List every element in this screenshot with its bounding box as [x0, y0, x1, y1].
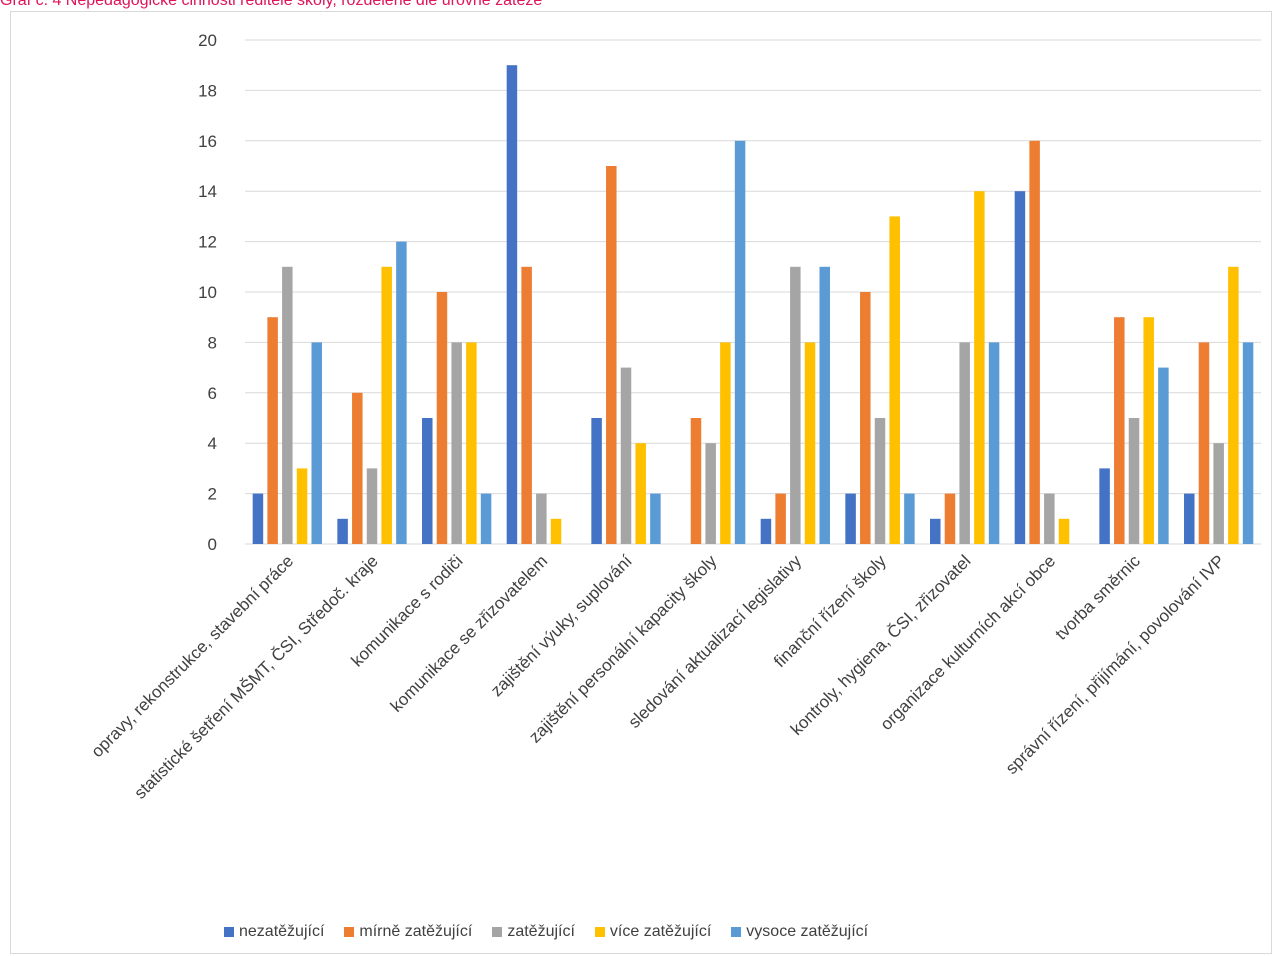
bar: [536, 493, 547, 544]
x-category-label: organizace kulturních akcí obce: [877, 551, 1059, 733]
legend-item: mírně zatěžující: [344, 923, 472, 941]
legend-swatch: [731, 927, 742, 937]
y-tick-label: 14: [198, 182, 217, 201]
bar: [1198, 342, 1210, 544]
bar: [959, 342, 970, 544]
bar: [775, 493, 786, 544]
bar: [396, 241, 407, 544]
bar: [1114, 317, 1125, 544]
bar-chart: 0 2 4 6 8 10 12 14 16 18 20 opravy, rekonstrukce, …: [88, 31, 1261, 803]
bar: [451, 342, 462, 544]
bar: [606, 166, 617, 544]
bar: [974, 191, 985, 544]
x-category-label: tvorba směrnic: [1052, 551, 1145, 644]
bar: [1029, 140, 1040, 545]
bar: [889, 216, 900, 544]
bars: [252, 65, 1254, 545]
bar: [930, 518, 941, 544]
bar: [845, 493, 856, 544]
legend-item: zatěžující: [492, 923, 575, 941]
bar: [1184, 493, 1195, 544]
bar: [1213, 443, 1224, 544]
bar: [366, 468, 378, 544]
legend-item: vysoce zatěžující: [731, 923, 868, 941]
bar: [267, 317, 278, 544]
y-tick-label: 12: [198, 233, 217, 252]
bar: [466, 342, 477, 544]
y-tick-label: 4: [208, 434, 217, 453]
bar: [1044, 493, 1055, 544]
bar: [521, 266, 532, 544]
bar: [620, 367, 632, 544]
bar: [1228, 266, 1239, 544]
bar: [760, 518, 772, 544]
bar: [1014, 191, 1026, 544]
bar: [734, 140, 746, 545]
bar: [252, 493, 264, 544]
bar: [874, 418, 886, 544]
legend-label: nezatěžující: [239, 923, 325, 940]
bar: [337, 518, 348, 544]
bar: [480, 493, 492, 544]
bar: [1099, 468, 1110, 544]
bar: [506, 65, 518, 544]
bar: [690, 418, 702, 544]
bar: [1143, 317, 1154, 544]
y-tick-label: 2: [208, 485, 217, 504]
bar: [944, 493, 956, 544]
x-category-label: zajištění personální kapacity školy: [525, 551, 721, 747]
bar: [282, 266, 293, 544]
bar: [1128, 418, 1140, 544]
y-tick-label: 18: [198, 81, 217, 100]
gridlines: [245, 39, 1261, 545]
legend-label: zatěžující: [507, 923, 575, 940]
y-tick-label: 0: [208, 535, 217, 554]
y-tick-label: 20: [198, 31, 217, 50]
bar: [650, 493, 661, 544]
legend-label: vysoce zatěžující: [746, 923, 869, 940]
legend-item: nezatěžující: [224, 923, 324, 941]
y-tick-label: 16: [198, 132, 217, 151]
legend-swatch: [594, 927, 605, 937]
bar: [436, 292, 448, 544]
y-axis-tick-labels: 0 2 4 6 8 10 12 14 16 18 20: [198, 31, 217, 554]
x-category-label: kontroly, hygiena, ČSI, zřizovatel: [787, 551, 975, 739]
x-category-label: sledování aktualizací legislativy: [625, 551, 806, 732]
bar: [1058, 518, 1070, 544]
bar: [904, 493, 915, 544]
legend-item: více zatěžující: [594, 923, 712, 941]
bar: [381, 266, 392, 544]
bar: [819, 266, 830, 544]
bar: [635, 443, 646, 544]
legend-label: mírně zatěžující: [359, 923, 473, 940]
y-tick-label: 8: [208, 333, 217, 352]
bar: [860, 292, 871, 544]
legend-swatch: [492, 927, 503, 937]
legend-label: více zatěžující: [609, 923, 712, 940]
bar: [705, 443, 716, 544]
x-category-label: zajištění výuky, suplování: [487, 551, 636, 700]
bar: [296, 468, 308, 544]
bar: [804, 342, 816, 544]
bar: [988, 342, 1000, 544]
legend-swatch: [344, 927, 355, 937]
bar: [1242, 342, 1254, 544]
bar: [352, 392, 363, 544]
y-tick-label: 6: [208, 384, 217, 403]
x-axis-category-labels: opravy, rekonstrukce, stavební prácestat…: [88, 551, 1229, 803]
legend: nezatěžující mírně zatěžující zatěžující ví…: [224, 921, 888, 943]
bar: [1158, 367, 1169, 544]
legend-swatch: [224, 927, 234, 937]
chart-area: 0 2 4 6 8 10 12 14 16 18 20 opravy, rekonstrukce, …: [10, 11, 1272, 954]
bar: [311, 342, 322, 544]
chart-caption: Graf č. 4 Nepedagogické činnosti ředitel…: [0, 0, 543, 9]
bar: [720, 342, 731, 544]
y-tick-label: 10: [198, 283, 217, 302]
bar: [591, 418, 602, 544]
bar: [422, 418, 433, 544]
x-category-label: komunikace se zřizovatelem: [387, 551, 551, 715]
bar: [790, 266, 801, 544]
bar: [550, 518, 562, 544]
